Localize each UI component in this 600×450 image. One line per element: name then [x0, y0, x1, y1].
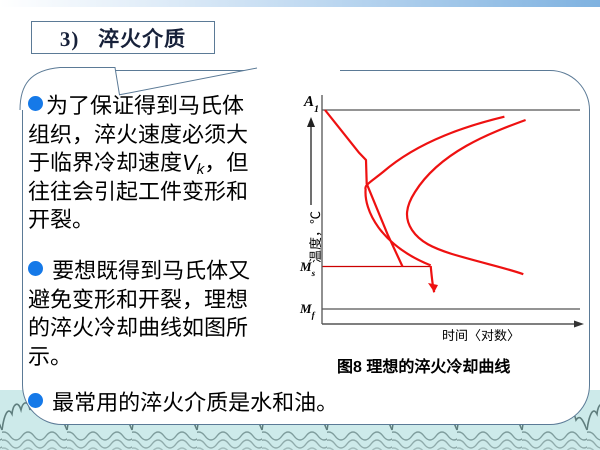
svg-text:A1: A1: [303, 94, 319, 115]
svg-text:图8 理想的淬火冷却曲线: 图8 理想的淬火冷却曲线: [337, 358, 510, 376]
svg-text:Mf: Mf: [299, 301, 316, 320]
svg-text:时间〈对数〉: 时间〈对数〉: [442, 328, 520, 343]
